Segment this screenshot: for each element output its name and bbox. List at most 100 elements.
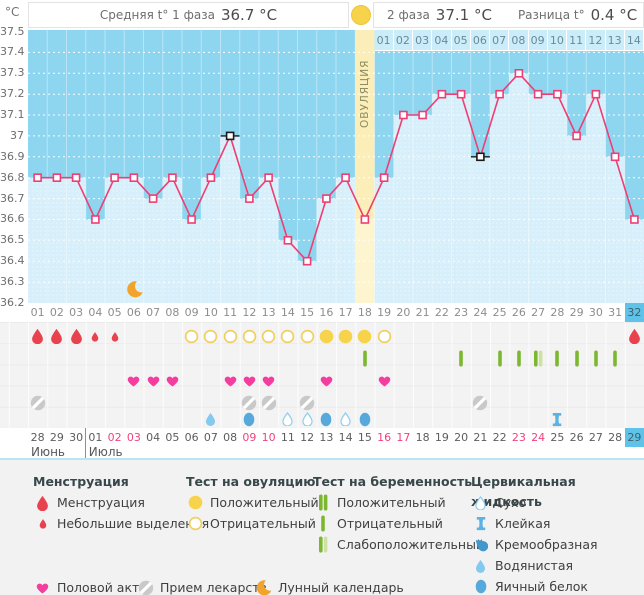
cycle-day-label-25[interactable]: 25 <box>492 306 507 319</box>
cycle-day-label-28[interactable]: 28 <box>550 306 565 319</box>
pregnancy-test-negative-icon-day-31[interactable] <box>605 347 625 369</box>
temp-point-day-15[interactable] <box>302 256 312 266</box>
temp-point-day-24[interactable] <box>476 152 485 162</box>
cycle-day-label-30[interactable]: 30 <box>588 306 603 319</box>
chart-day-column-07[interactable] <box>144 30 163 303</box>
temp-point-day-8[interactable] <box>168 173 177 182</box>
temp-point-day-2[interactable] <box>52 173 62 182</box>
cervical-watery-icon-day-10[interactable] <box>201 408 221 430</box>
cycle-day-label-01[interactable]: 01 <box>30 306 45 319</box>
pregnancy-test-negative-icon-day-28[interactable] <box>547 347 567 369</box>
menstruation-icon-day-3[interactable] <box>66 325 86 347</box>
pregnancy-test-negative-icon-day-29[interactable] <box>567 347 587 369</box>
chart-day-column-22[interactable] <box>432 30 451 303</box>
cycle-day-label-12[interactable]: 12 <box>242 306 257 319</box>
chart-day-column-27[interactable] <box>529 30 548 303</box>
ovulation-test-negative-icon-day-9[interactable] <box>182 325 202 347</box>
chart-day-column-05[interactable] <box>105 30 124 303</box>
chart-day-column-13[interactable] <box>259 30 278 303</box>
medication-icon-day-13[interactable] <box>259 392 279 414</box>
cycle-day-label-32[interactable]: 32 <box>624 303 644 323</box>
cervical-eggwhite-icon-day-18[interactable] <box>355 408 375 430</box>
chart-day-column-01[interactable] <box>28 30 47 303</box>
menstruation-icon-day-2[interactable] <box>47 325 67 347</box>
cycle-day-label-17[interactable]: 17 <box>338 306 353 319</box>
intercourse-icon-day-13[interactable] <box>259 369 279 391</box>
cervical-eggwhite-icon-day-16[interactable] <box>316 408 336 430</box>
temp-point-day-10[interactable] <box>206 173 216 182</box>
cycle-day-label-31[interactable]: 31 <box>608 306 623 319</box>
temp-point-day-29[interactable] <box>572 131 581 141</box>
cervical-dry-icon-day-15[interactable] <box>297 408 317 430</box>
chart-day-column-19[interactable] <box>375 30 394 303</box>
cycle-day-label-07[interactable]: 07 <box>146 306 161 319</box>
temp-point-day-14[interactable] <box>283 236 293 245</box>
ovulation-test-positive-icon-day-17[interactable] <box>336 325 356 347</box>
chart-day-column-24[interactable] <box>471 30 490 303</box>
cycle-day-label-15[interactable]: 15 <box>300 306 315 319</box>
temp-point-day-22[interactable] <box>437 89 447 99</box>
cervical-dry-icon-day-17[interactable] <box>336 408 356 430</box>
cycle-day-label-09[interactable]: 09 <box>184 306 199 319</box>
ovulation-test-negative-icon-day-11[interactable] <box>220 325 240 347</box>
chart-day-column-28[interactable] <box>548 30 567 303</box>
ovulation-test-positive-icon-day-16[interactable] <box>316 325 336 347</box>
cycle-day-label-26[interactable]: 26 <box>511 306 526 319</box>
ovulation-test-negative-icon-day-15[interactable] <box>297 325 317 347</box>
temp-point-day-18[interactable] <box>360 215 370 224</box>
chart-day-column-03[interactable] <box>67 30 86 303</box>
intercourse-icon-day-8[interactable] <box>162 369 182 391</box>
temp-point-day-1[interactable] <box>33 173 42 182</box>
cycle-day-label-24[interactable]: 24 <box>473 306 488 319</box>
chart-day-column-20[interactable] <box>394 30 413 303</box>
cycle-day-label-16[interactable]: 16 <box>319 306 334 319</box>
chart-day-column-04[interactable] <box>86 30 105 303</box>
chart-day-column-30[interactable] <box>586 30 605 303</box>
cycle-day-label-02[interactable]: 02 <box>49 306 64 319</box>
ovulation-test-negative-icon-day-14[interactable] <box>278 325 298 347</box>
temp-point-day-23[interactable] <box>456 89 466 99</box>
temp-point-day-4[interactable] <box>91 215 100 224</box>
chart-day-column-23[interactable] <box>452 30 471 303</box>
chart-day-column-21[interactable] <box>413 30 432 303</box>
cycle-day-label-20[interactable]: 20 <box>396 306 411 319</box>
ovulation-test-negative-icon-day-19[interactable] <box>374 325 394 347</box>
medication-icon-day-15[interactable] <box>297 392 317 414</box>
chart-day-column-25[interactable] <box>490 30 509 303</box>
cycle-day-label-21[interactable]: 21 <box>415 306 430 319</box>
intercourse-icon-day-7[interactable] <box>143 369 163 391</box>
temp-point-day-25[interactable] <box>495 89 504 99</box>
temp-point-day-21[interactable] <box>418 110 427 120</box>
spotting-icon-day-4[interactable] <box>85 325 105 347</box>
chart-day-column-16[interactable] <box>317 30 336 303</box>
cycle-day-label-06[interactable]: 06 <box>126 306 141 319</box>
chart-day-column-09[interactable] <box>182 30 201 303</box>
cycle-day-label-05[interactable]: 05 <box>107 306 122 319</box>
intercourse-icon-day-12[interactable] <box>239 369 259 391</box>
cycle-day-label-04[interactable]: 04 <box>88 306 103 319</box>
chart-day-column-12[interactable] <box>240 30 259 303</box>
pregnancy-test-weak-positive-icon-day-27[interactable] <box>528 347 548 369</box>
temp-point-day-6[interactable] <box>129 173 139 182</box>
cycle-day-label-11[interactable]: 11 <box>223 306 238 319</box>
cervical-dry-icon-day-14[interactable] <box>278 408 298 430</box>
menstruation-icon-day-32[interactable] <box>624 325 644 347</box>
temp-point-day-3[interactable] <box>71 173 81 182</box>
temp-point-day-5[interactable] <box>110 173 119 182</box>
medication-icon-day-1[interactable] <box>28 392 48 414</box>
temp-point-day-11[interactable] <box>225 131 235 141</box>
temp-point-day-7[interactable] <box>148 194 158 203</box>
chart-day-column-26[interactable] <box>509 30 528 303</box>
chart-day-column-15[interactable] <box>298 30 317 303</box>
medication-icon-day-24[interactable] <box>470 392 490 414</box>
chart-day-column-18[interactable] <box>355 30 374 303</box>
ovulation-test-negative-icon-day-12[interactable] <box>239 325 259 347</box>
temp-point-day-12[interactable] <box>245 194 254 203</box>
cervical-sticky-icon-day-28[interactable] <box>547 408 567 430</box>
intercourse-icon-day-6[interactable] <box>124 369 144 391</box>
temp-point-day-9[interactable] <box>187 215 196 224</box>
intercourse-icon-day-16[interactable] <box>316 369 336 391</box>
temp-point-day-16[interactable] <box>322 194 331 203</box>
ovulation-test-positive-icon-day-18[interactable] <box>355 325 375 347</box>
cycle-day-label-13[interactable]: 13 <box>261 306 276 319</box>
